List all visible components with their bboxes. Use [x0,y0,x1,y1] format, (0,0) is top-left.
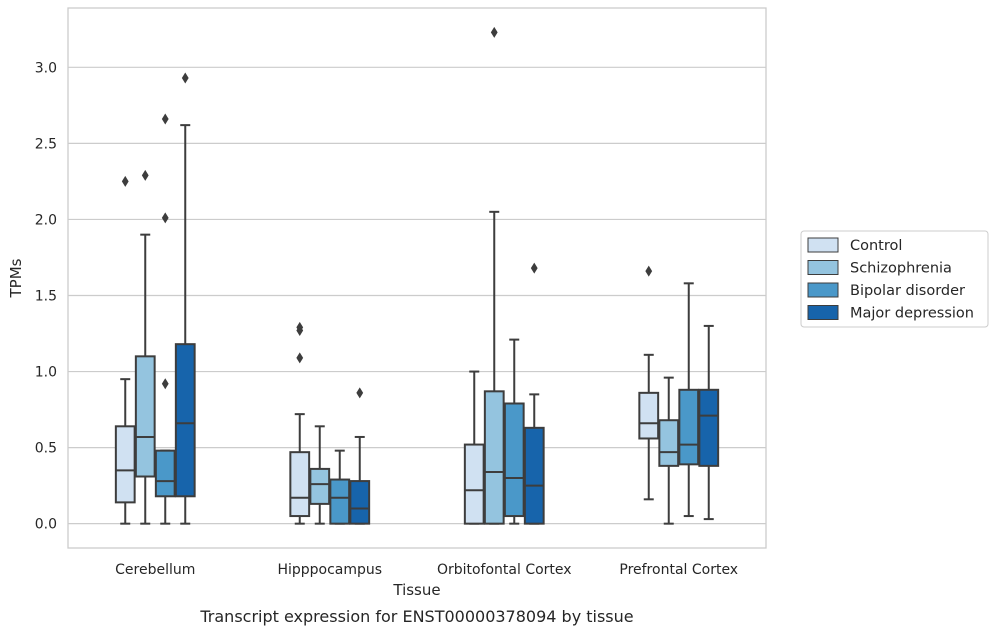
outlier-point [181,72,189,84]
outlier-point [161,378,169,390]
legend-label: Bipolar disorder [850,283,965,299]
outlier-point [161,113,169,125]
legend-label: Major depression [850,306,974,322]
y-tick-label: 0.0 [35,517,57,533]
legend-swatch [807,260,839,275]
box-iqr [658,419,680,467]
box-bipolar-disorder [154,113,176,525]
outlier-point [141,169,149,181]
box-schizophrenia [134,169,156,525]
x-tick-label: Cerebellum [115,562,195,578]
box-iqr [698,388,720,467]
y-tick-labels: 0.0 0.5 1.0 1.5 2.0 2.5 3.0 [35,60,57,532]
x-tick-label: Hipppocampus [277,562,382,578]
legend-label: Control [850,238,902,254]
y-tick-label: 2.5 [35,136,57,152]
y-axis-label: TPMs [7,258,25,298]
legend-frame [800,230,989,328]
outlier-point [530,262,538,274]
outlier-point [296,321,304,333]
box-iqr [154,449,176,498]
plot-area-frame [67,7,767,549]
legend-swatch [807,237,839,253]
outlier-point [356,387,364,399]
box-control [463,370,485,525]
box-iqr [289,451,311,518]
x-axis-label: Tissue [392,581,440,599]
outlier-point [296,352,304,364]
box-major-depression [174,72,196,525]
y-tick-label: 3.0 [35,60,57,76]
box-iqr [174,343,196,498]
outlier-point [161,212,169,224]
box-iqr [483,390,505,525]
box-bipolar-disorder [503,338,525,525]
box-control [289,321,311,525]
box-iqr [329,478,351,525]
x-tick-labels: Cerebellum Hipppocampus Orbitofontal Corte… [115,562,738,578]
box-groups [114,26,720,525]
y-tick-label: 1.0 [35,365,57,381]
box-major-depression [523,262,545,525]
box-iqr [309,467,331,505]
box-schizophrenia [483,26,505,525]
box-major-depression [349,387,371,525]
box-iqr [114,425,136,504]
outlier-point [490,26,498,38]
box-iqr [349,480,371,525]
legend-swatch [807,282,839,298]
legend-label: Schizophrenia [850,261,952,277]
box-iqr [523,426,545,525]
outlier-point [645,265,653,277]
box-schizophrenia [658,376,680,525]
legend-swatch [807,305,839,320]
box-iqr [503,402,525,518]
box-schizophrenia [309,425,331,525]
outlier-point [121,175,129,187]
x-tick-label: Orbitofontal Cortex [437,562,572,578]
chart-caption: Transcript expression for ENST0000037809… [199,607,633,626]
box-iqr [463,443,485,525]
box-major-depression [698,324,720,521]
box-bipolar-disorder [678,282,700,518]
x-tick-label: Prefrontal Cortex [619,562,738,578]
legend: Control Schizophrenia Bipolar disorder Majo… [800,230,989,328]
y-tick-label: 0.5 [35,441,57,457]
y-tick-label: 1.5 [35,288,57,304]
box-iqr [678,388,700,466]
box-control [114,175,136,525]
box-bipolar-disorder [329,449,351,525]
box-iqr [638,391,660,440]
box-control [638,265,660,501]
y-tick-label: 2.0 [35,212,57,228]
box-iqr [134,355,156,478]
